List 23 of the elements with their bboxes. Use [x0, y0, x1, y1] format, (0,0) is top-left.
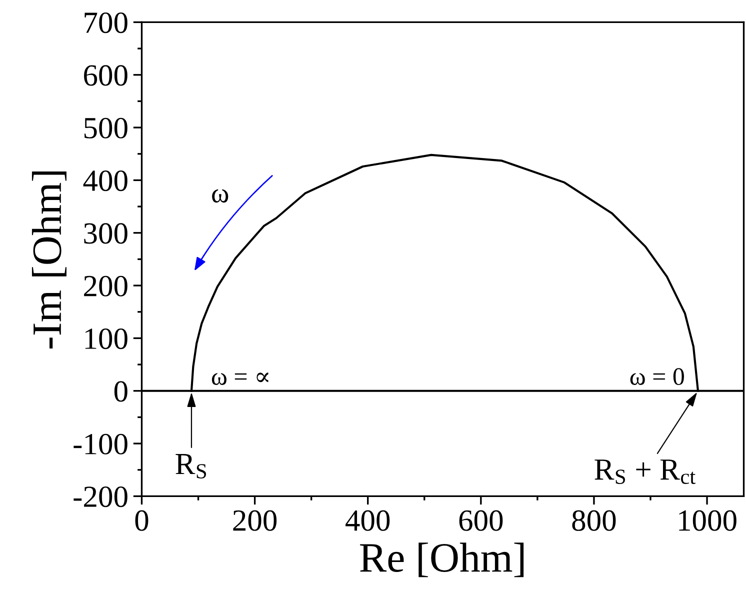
y-tick-label: -200 — [74, 486, 128, 508]
x-tick-label: 0 — [135, 510, 148, 531]
x-tick-label: 200 — [233, 510, 277, 531]
y-tick-label: 500 — [84, 118, 128, 138]
annotation: ω = 0 — [630, 368, 684, 386]
y-tick-label: 0 — [114, 381, 128, 402]
annotation: R$_{S}$ — [176, 454, 206, 478]
x-tick-label: 600 — [459, 510, 503, 531]
x-tick-label: 800 — [572, 510, 616, 531]
y-tick-label: 200 — [84, 276, 128, 296]
annotation: ω — [212, 189, 228, 203]
y-tick-label: 300 — [84, 223, 128, 244]
y-tick-label: 700 — [84, 12, 128, 34]
annotation: R$_{S}$ + R$_{ct}$ — [594, 460, 696, 484]
x-tick-label: 1000 — [679, 510, 736, 531]
y-tick-label: 100 — [85, 328, 128, 350]
y-axis-title: -Im [Ohm] — [32, 171, 66, 348]
y-tick-label: 400 — [83, 170, 128, 192]
x-tick-label: 400 — [346, 510, 390, 531]
y-tick-label: -100 — [74, 434, 128, 454]
annotation: ω = ∝ — [212, 372, 268, 386]
y-tick-label: 600 — [84, 65, 128, 86]
x-axis-title: Re [Ohm] — [360, 542, 524, 578]
